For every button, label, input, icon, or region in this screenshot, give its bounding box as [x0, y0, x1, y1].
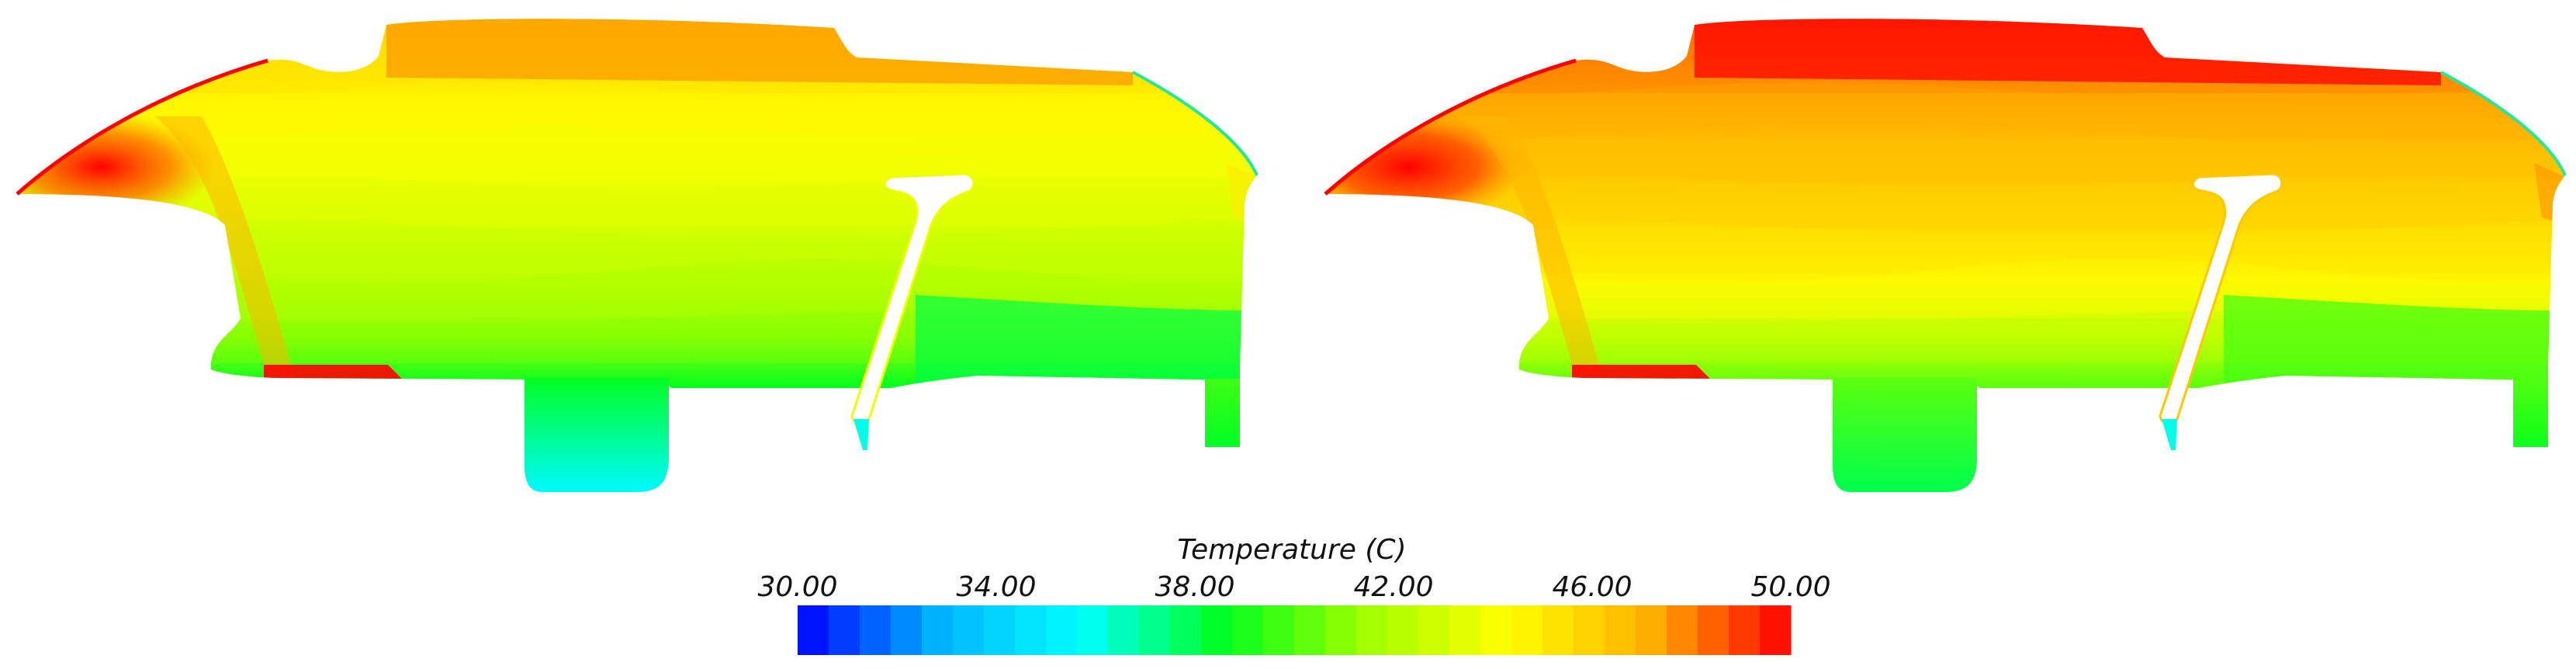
contour-panel-right	[1324, 19, 2567, 492]
legend-swatch	[1449, 605, 1481, 655]
contour-band	[1325, 217, 2565, 273]
legend-swatch	[1046, 605, 1078, 655]
legend-swatch	[984, 605, 1016, 655]
contour-band	[1325, 82, 2565, 138]
rear-edge-line	[2440, 71, 2567, 176]
legend-tick-label: 30.00	[757, 571, 837, 603]
top-hot-strip	[386, 19, 1133, 85]
contour-panel-left	[16, 19, 1259, 492]
top-hot-strip	[1695, 19, 2441, 85]
rear-edge-line	[1132, 71, 1259, 176]
color-legend: 30.00 34.00 38.00 42.00 46.00 50.00	[757, 571, 1831, 655]
legend-swatch	[1760, 605, 1792, 655]
legend-swatch	[953, 605, 985, 655]
legend-swatch	[1480, 605, 1512, 655]
pillar-warm-streak	[1463, 116, 1603, 378]
legend-tick-label: 50.00	[1750, 571, 1830, 603]
legend-swatch	[1263, 605, 1295, 655]
legend-tick-label: 42.00	[1353, 571, 1433, 603]
legend-swatch	[1201, 605, 1233, 655]
legend-tick-label: 38.00	[1155, 571, 1234, 603]
legend-swatch	[1325, 605, 1357, 655]
legend-swatch	[1698, 605, 1729, 655]
contour-band	[17, 124, 1257, 183]
lower-tab	[525, 378, 669, 492]
legend-swatch	[1418, 605, 1450, 655]
rear-small-tab	[1205, 379, 1240, 447]
front-edge-line	[16, 58, 268, 196]
legend-swatch	[798, 605, 829, 655]
legend-swatch	[891, 605, 923, 655]
slot-foot	[2162, 419, 2177, 450]
legend-swatch	[1232, 605, 1264, 655]
legend-swatch	[829, 605, 860, 655]
legend-swatch	[1294, 605, 1326, 655]
legend-swatch	[1636, 605, 1667, 655]
legend-swatch	[1356, 605, 1388, 655]
pillar-warm-streak	[155, 116, 295, 378]
legend-tick-label: 46.00	[1552, 571, 1632, 603]
rear-cool-region	[2224, 295, 2557, 388]
legend-swatch	[922, 605, 954, 655]
legend-swatch	[1605, 605, 1636, 655]
legend-swatch	[1574, 605, 1605, 655]
legend-swatch	[1729, 605, 1761, 655]
hot-bottom-edge	[264, 365, 403, 380]
hot-bottom-edge	[1572, 365, 1712, 380]
legend-tick-label: 34.00	[956, 571, 1036, 603]
legend-swatch	[1667, 605, 1698, 655]
legend-swatch	[1511, 605, 1543, 655]
legend-swatch	[860, 605, 892, 655]
rear-small-tab	[2513, 379, 2548, 447]
legend-swatch	[1542, 605, 1574, 655]
legend-swatch	[1077, 605, 1109, 655]
contour-band	[1325, 124, 2565, 183]
legend-swatch	[1108, 605, 1140, 655]
legend-swatch	[1015, 605, 1047, 655]
front-edge-line	[1324, 58, 1577, 196]
contour-band	[17, 82, 1257, 138]
contour-band	[17, 217, 1257, 273]
rear-cool-region	[916, 295, 1249, 388]
lower-tab	[1833, 378, 1977, 492]
legend-swatch	[1387, 605, 1419, 655]
legend-swatch	[1170, 605, 1202, 655]
slot-foot	[853, 419, 869, 450]
legend-title: Temperature (C)	[1177, 534, 1407, 566]
legend-swatch	[1139, 605, 1171, 655]
